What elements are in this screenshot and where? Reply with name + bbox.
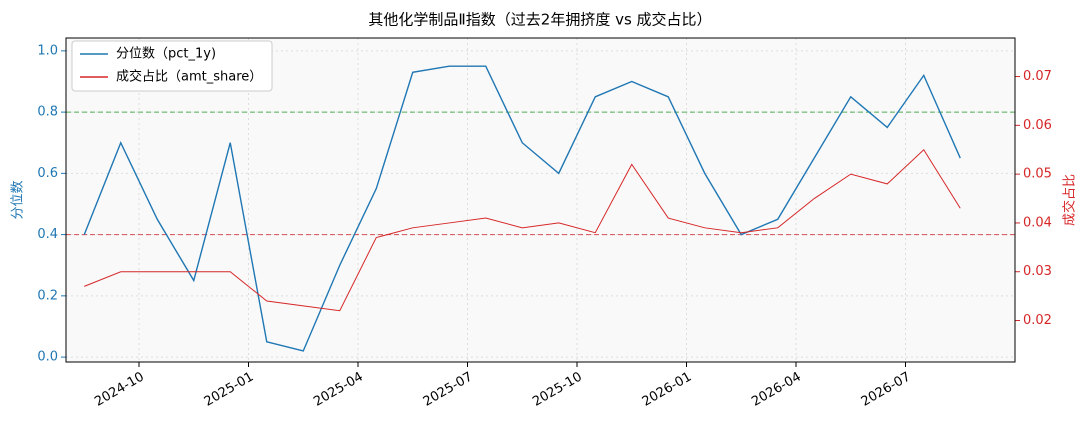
legend-label: 成交占比（amt_share） [116, 69, 262, 85]
x-tick-label: 2026-07 [859, 370, 914, 410]
x-tick-label: 2025-10 [530, 370, 585, 410]
series-line [83, 65, 961, 352]
y-tick-label: 0.8 [37, 105, 58, 120]
y-tick-label: 0.6 [37, 166, 58, 181]
y-tick-label: 0.0 [37, 350, 58, 365]
y-tick-label: 0.4 [37, 227, 58, 242]
y-tick-label: 0.2 [37, 288, 58, 303]
x-tick-label: 2026-01 [640, 370, 695, 410]
x-tick-label: 2025-04 [311, 370, 366, 410]
y2-tick-label: 0.03 [1023, 264, 1052, 279]
x-tick-label: 2025-07 [421, 370, 476, 410]
y2-tick-label: 0.06 [1023, 118, 1052, 133]
y-axis-label: 分位数 [11, 180, 26, 219]
y-tick-label: 1.0 [37, 43, 58, 58]
y2-axis-label: 成交占比 [1062, 174, 1078, 226]
x-tick-label: 2025-01 [202, 370, 257, 410]
plot-area [66, 38, 1015, 362]
series-line [84, 148, 961, 312]
plot-frame [65, 37, 1016, 363]
x-tick-label: 2024-10 [92, 370, 147, 410]
y2-tick-label: 0.05 [1023, 167, 1052, 182]
y2-tick-label: 0.02 [1023, 313, 1052, 328]
legend-box [71, 40, 273, 92]
y2-tick-label: 0.07 [1023, 69, 1052, 84]
legend-label: 分位数（pct_1y) [116, 47, 216, 62]
y2-tick-label: 0.04 [1023, 215, 1052, 230]
x-tick-label: 2026-04 [749, 370, 804, 410]
chart-title: 其他化学制品Ⅱ指数（过去2年拥挤度 vs 成交占比） [368, 11, 711, 29]
